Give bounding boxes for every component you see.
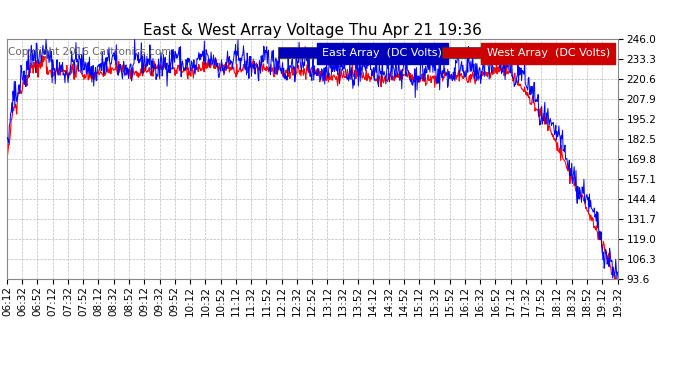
Title: East & West Array Voltage Thu Apr 21 19:36: East & West Array Voltage Thu Apr 21 19:… (143, 23, 482, 38)
Text: Copyright 2016 Cartronics.com: Copyright 2016 Cartronics.com (8, 46, 171, 57)
Legend: East Array  (DC Volts), West Array  (DC Volts): East Array (DC Volts), West Array (DC Vo… (275, 45, 612, 60)
